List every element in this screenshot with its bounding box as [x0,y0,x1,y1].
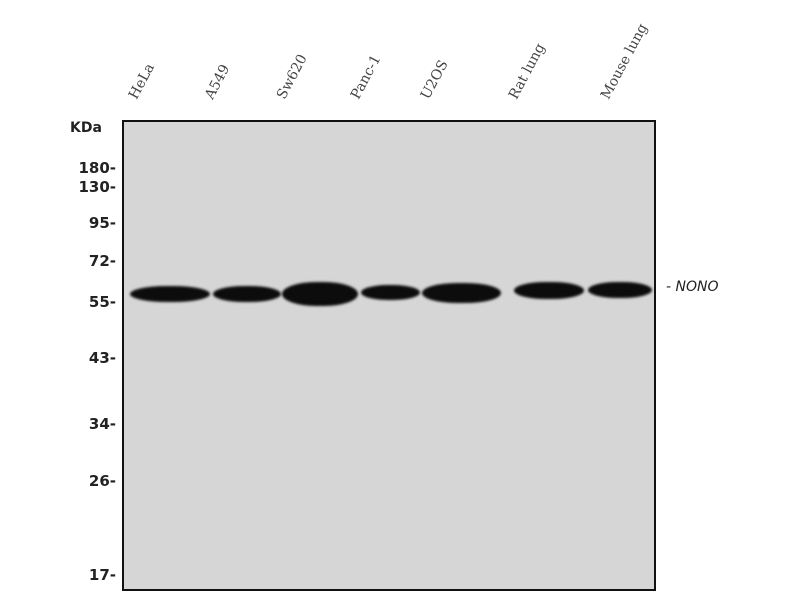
band [130,286,210,302]
mw-marker: 130- [78,178,116,196]
lane-label: Panc-1 [347,52,385,102]
mw-marker: 180- [78,159,116,177]
lane-label: HeLa [125,60,158,102]
mw-marker: 72- [88,252,116,270]
blot-membrane [122,120,656,591]
band [422,283,501,303]
unit-label: KDa [70,120,102,136]
band [514,282,584,299]
lane-label: Sw620 [273,51,311,102]
mw-marker: 34- [88,415,116,433]
mw-marker: 95- [88,214,116,232]
mw-marker: 17- [88,566,116,584]
band [361,285,420,300]
mw-marker: 26- [88,472,116,490]
mw-marker: 55- [88,293,116,311]
target-protein-label: - NONO [666,279,719,295]
lane-label: Mouse lung [597,21,652,102]
lane-label: A549 [201,61,234,102]
mw-marker: 43- [88,349,116,367]
lane-label: Rat lung [505,40,549,102]
band [588,282,652,298]
band [213,286,281,302]
lane-label: U2OS [417,57,452,102]
band [282,282,358,306]
